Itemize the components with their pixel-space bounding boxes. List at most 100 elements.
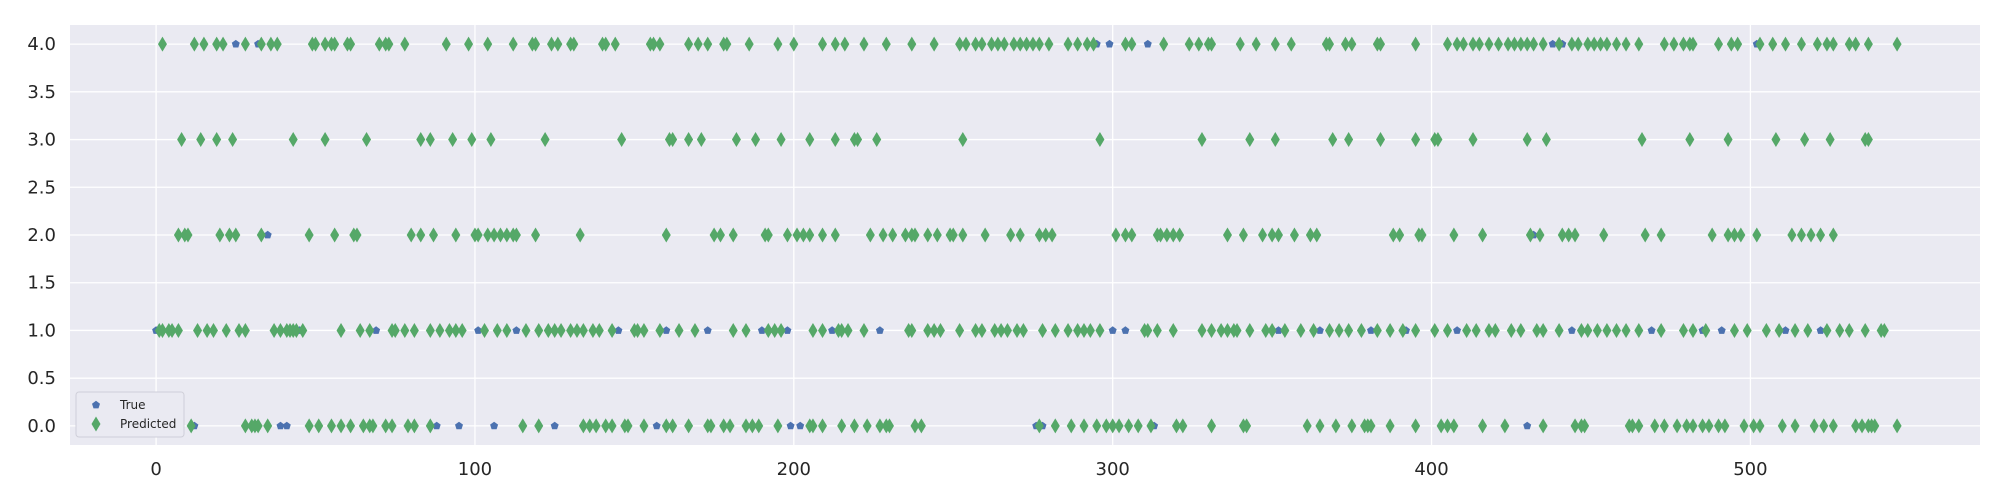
point-predicted xyxy=(773,36,783,52)
point-predicted xyxy=(1222,227,1232,243)
point-predicted xyxy=(1803,322,1813,338)
legend-marker-predicted-shape xyxy=(91,416,101,432)
point-predicted xyxy=(840,36,850,52)
point-predicted xyxy=(674,322,684,338)
point-predicted xyxy=(1328,132,1338,148)
point-predicted xyxy=(655,36,665,52)
point-predicted xyxy=(1270,36,1280,52)
point-predicted xyxy=(1796,227,1806,243)
point-predicted xyxy=(1822,36,1832,52)
point-predicted xyxy=(1296,322,1306,338)
point-predicted xyxy=(521,322,531,338)
point-predicted xyxy=(1554,36,1564,52)
point-predicted xyxy=(1146,418,1156,434)
point-predicted xyxy=(1175,227,1185,243)
point-predicted xyxy=(881,36,891,52)
point-predicted xyxy=(425,132,435,148)
point-predicted xyxy=(1688,322,1698,338)
point-predicted xyxy=(1656,322,1666,338)
legend-label-predicted: Predicted xyxy=(120,417,176,431)
point-predicted xyxy=(1436,418,1446,434)
point-predicted xyxy=(875,418,885,434)
point-predicted xyxy=(1720,418,1730,434)
point-predicted xyxy=(1892,418,1902,434)
point-predicted xyxy=(1372,322,1382,338)
point-predicted xyxy=(1478,418,1488,434)
point-predicted xyxy=(1347,418,1357,434)
point-predicted xyxy=(157,322,167,338)
y-tick-label: 4.0 xyxy=(27,34,56,55)
point-predicted xyxy=(684,36,694,52)
point-predicted xyxy=(444,322,454,338)
point-predicted xyxy=(1640,227,1650,243)
point-predicted xyxy=(1787,227,1797,243)
point-predicted xyxy=(1637,132,1647,148)
point-predicted xyxy=(805,227,815,243)
point-predicted xyxy=(1650,418,1660,434)
point-predicted xyxy=(1006,227,1016,243)
point-predicted xyxy=(655,322,665,338)
point-predicted xyxy=(1659,36,1669,52)
y-tick-label: 1.0 xyxy=(27,320,56,341)
point-predicted xyxy=(1168,322,1178,338)
point-predicted xyxy=(1245,322,1255,338)
point-predicted xyxy=(1790,322,1800,338)
point-predicted xyxy=(1038,322,1048,338)
point-predicted xyxy=(1516,36,1526,52)
point-predicted xyxy=(1557,227,1567,243)
point-predicted xyxy=(1462,322,1472,338)
point-predicted xyxy=(1124,418,1134,434)
point-predicted xyxy=(1356,322,1366,338)
point-predicted xyxy=(703,36,713,52)
point-predicted xyxy=(256,36,266,52)
point-predicted xyxy=(1449,227,1459,243)
point-predicted xyxy=(231,227,241,243)
point-predicted xyxy=(502,227,512,243)
point-predicted xyxy=(1417,227,1427,243)
point-predicted xyxy=(550,322,560,338)
point-predicted xyxy=(1733,36,1743,52)
point-predicted xyxy=(1449,418,1459,434)
point-predicted xyxy=(1063,36,1073,52)
point-predicted xyxy=(304,227,314,243)
point-predicted xyxy=(1596,36,1606,52)
point-predicted xyxy=(1430,322,1440,338)
point-predicted xyxy=(601,418,611,434)
point-predicted xyxy=(865,227,875,243)
legend: True Predicted xyxy=(75,391,185,438)
point-predicted xyxy=(1002,322,1012,338)
point-predicted xyxy=(1484,322,1494,338)
point-predicted xyxy=(1089,36,1099,52)
x-tick-label: 0 xyxy=(150,459,161,480)
point-true xyxy=(1105,39,1114,48)
point-predicted xyxy=(862,418,872,434)
point-predicted xyxy=(511,227,521,243)
point-predicted xyxy=(610,36,620,52)
point-predicted xyxy=(709,227,719,243)
point-predicted xyxy=(888,227,898,243)
point-predicted xyxy=(346,418,356,434)
point-predicted xyxy=(1325,322,1335,338)
point-predicted xyxy=(971,322,981,338)
point-predicted xyxy=(1079,322,1089,338)
point-predicted xyxy=(763,322,773,338)
point-predicted xyxy=(668,418,678,434)
y-tick-label: 2.0 xyxy=(27,225,56,246)
point-predicted xyxy=(607,322,617,338)
point-predicted xyxy=(1312,227,1322,243)
point-predicted xyxy=(754,418,764,434)
point-predicted xyxy=(1474,36,1484,52)
point-predicted xyxy=(157,36,167,52)
point-predicted xyxy=(948,227,958,243)
point-predicted xyxy=(546,36,556,52)
point-predicted xyxy=(1688,36,1698,52)
point-predicted xyxy=(993,36,1003,52)
point-true xyxy=(1567,326,1576,334)
y-tick-label: 3.5 xyxy=(27,82,56,103)
point-predicted xyxy=(1707,227,1717,243)
point-predicted xyxy=(808,418,818,434)
point-predicted xyxy=(1723,227,1733,243)
point-predicted xyxy=(480,322,490,338)
point-predicted xyxy=(725,418,735,434)
point-predicted xyxy=(441,36,451,52)
